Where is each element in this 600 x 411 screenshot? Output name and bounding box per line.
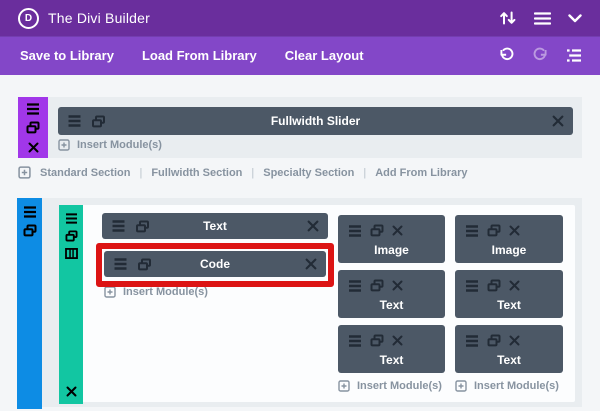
- module-move-handle-icon[interactable]: [465, 224, 479, 237]
- section-duplicate-icon[interactable]: [23, 224, 37, 237]
- add-specialty-section-link[interactable]: Specialty Section: [263, 166, 355, 179]
- module-label: Fullwidth Slider: [270, 114, 361, 128]
- separator: |: [139, 166, 143, 179]
- plus-box-icon: [455, 380, 467, 392]
- module-move-handle-icon[interactable]: [465, 279, 479, 292]
- insert-module-button[interactable]: Insert Module(s): [58, 139, 162, 151]
- module-delete-icon[interactable]: [509, 225, 520, 236]
- module-delete-icon[interactable]: [509, 280, 520, 291]
- column-structure-icon[interactable]: [64, 248, 78, 259]
- module-move-handle-icon[interactable]: [348, 224, 362, 237]
- section-duplicate-icon[interactable]: [26, 121, 40, 134]
- module-delete-icon[interactable]: [392, 225, 403, 236]
- logo-letter: D: [24, 12, 33, 24]
- chevron-down-icon[interactable]: [568, 13, 582, 23]
- sort-arrows-icon[interactable]: [499, 10, 517, 26]
- brand: D The Divi Builder: [0, 7, 151, 29]
- module-image[interactable]: Image: [338, 215, 445, 263]
- save-to-library-button[interactable]: Save to Library: [20, 48, 114, 63]
- app-title: The Divi Builder: [48, 10, 151, 26]
- module-duplicate-icon[interactable]: [135, 220, 150, 233]
- plus-box-icon: [18, 166, 31, 179]
- separator: |: [363, 166, 367, 179]
- module-duplicate-icon[interactable]: [91, 115, 106, 128]
- divi-logo-icon: D: [18, 7, 39, 29]
- row-delete-icon[interactable]: [66, 386, 77, 397]
- row-move-handle-icon[interactable]: [65, 213, 78, 224]
- standard-section: Text Code Insert Module(s): [17, 198, 582, 409]
- toolbar: Save to Library Load From Library Clear …: [0, 36, 600, 75]
- module-code[interactable]: Code: [104, 251, 326, 277]
- module-duplicate-icon[interactable]: [370, 334, 384, 347]
- load-from-library-button[interactable]: Load From Library: [141, 48, 257, 63]
- section-move-handle-icon[interactable]: [26, 103, 40, 115]
- module-delete-icon[interactable]: [392, 335, 403, 346]
- module-text[interactable]: Text: [338, 325, 445, 373]
- fullwidth-section-sidebar: [18, 97, 48, 158]
- insert-module-button[interactable]: Insert Module(s): [338, 380, 442, 392]
- module-label: Text: [379, 353, 404, 367]
- module-text[interactable]: Text: [338, 270, 445, 318]
- module-move-handle-icon[interactable]: [348, 279, 362, 292]
- module-delete-icon[interactable]: [392, 280, 403, 291]
- insert-module-label: Insert Module(s): [474, 380, 559, 392]
- header-actions: [499, 10, 600, 26]
- module-move-handle-icon[interactable]: [113, 258, 128, 270]
- header-bar: D The Divi Builder: [0, 0, 600, 36]
- module-delete-icon[interactable]: [509, 335, 520, 346]
- module-move-handle-icon[interactable]: [111, 220, 126, 232]
- insert-module-label: Insert Module(s): [77, 139, 162, 151]
- plus-box-icon: [58, 139, 70, 151]
- module-fullwidth-slider[interactable]: Fullwidth Slider: [58, 107, 573, 135]
- insert-module-button[interactable]: Insert Module(s): [455, 380, 559, 392]
- module-label: Text: [497, 353, 521, 367]
- module-move-handle-icon[interactable]: [67, 115, 82, 127]
- module-label: Text: [379, 298, 404, 312]
- toolbar-menu: Save to Library Load From Library Clear …: [0, 48, 364, 63]
- section-delete-icon[interactable]: [28, 142, 39, 153]
- module-label: Image: [374, 243, 409, 257]
- menu-icon[interactable]: [534, 11, 551, 25]
- module-duplicate-icon[interactable]: [370, 224, 384, 237]
- clear-layout-button[interactable]: Clear Layout: [284, 48, 364, 63]
- undo-icon[interactable]: [498, 47, 515, 64]
- add-standard-section-link[interactable]: Standard Section: [40, 166, 131, 179]
- add-from-library-link[interactable]: Add From Library: [375, 166, 468, 179]
- plus-box-icon: [104, 286, 116, 298]
- module-delete-icon[interactable]: [307, 220, 319, 232]
- row-sidebar: [59, 205, 83, 404]
- module-move-handle-icon[interactable]: [348, 334, 362, 347]
- module-duplicate-icon[interactable]: [137, 258, 152, 271]
- insert-module-label: Insert Module(s): [357, 380, 442, 392]
- add-section-row: Standard Section | Fullwidth Section | S…: [18, 166, 468, 179]
- module-text[interactable]: Text: [102, 213, 328, 239]
- plus-box-icon: [338, 380, 350, 392]
- module-label: Text: [497, 298, 521, 312]
- module-duplicate-icon[interactable]: [370, 279, 384, 292]
- module-duplicate-icon[interactable]: [487, 224, 501, 237]
- module-image[interactable]: Image: [455, 215, 563, 263]
- module-text[interactable]: Text: [455, 325, 563, 373]
- module-duplicate-icon[interactable]: [487, 334, 501, 347]
- module-text[interactable]: Text: [455, 270, 563, 318]
- insert-module-label: Insert Module(s): [123, 286, 208, 298]
- module-delete-icon[interactable]: [552, 115, 564, 127]
- toolbar-actions: [498, 47, 600, 64]
- module-label: Image: [491, 243, 527, 257]
- redo-icon[interactable]: [532, 47, 549, 64]
- fullwidth-section: Fullwidth Slider Insert Module(s): [18, 97, 582, 158]
- module-move-handle-icon[interactable]: [465, 334, 479, 347]
- portability-icon[interactable]: [566, 49, 582, 62]
- module-delete-icon[interactable]: [305, 258, 317, 270]
- standard-section-sidebar: [17, 198, 42, 409]
- module-duplicate-icon[interactable]: [487, 279, 501, 292]
- add-fullwidth-section-link[interactable]: Fullwidth Section: [151, 166, 243, 179]
- row-duplicate-icon[interactable]: [65, 230, 78, 242]
- separator: |: [251, 166, 255, 179]
- section-move-handle-icon[interactable]: [23, 206, 37, 218]
- insert-module-button[interactable]: Insert Module(s): [104, 286, 208, 298]
